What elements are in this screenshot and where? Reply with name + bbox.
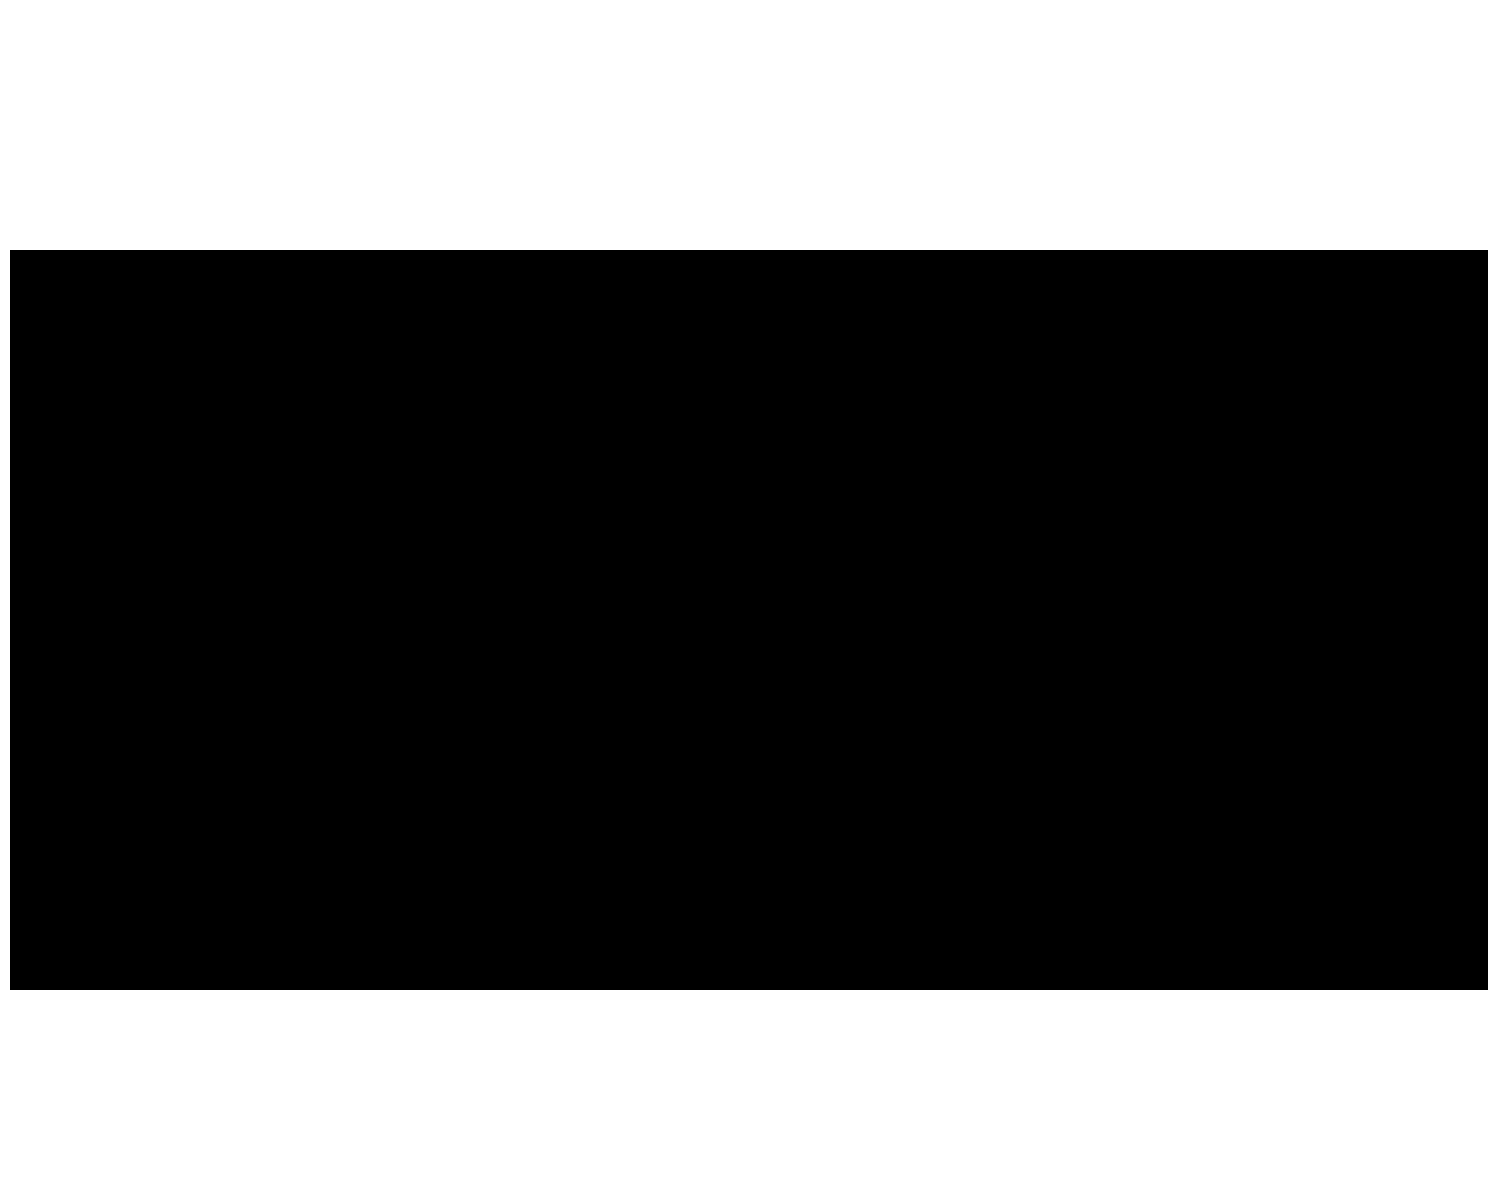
word-cloud — [10, 250, 1488, 990]
